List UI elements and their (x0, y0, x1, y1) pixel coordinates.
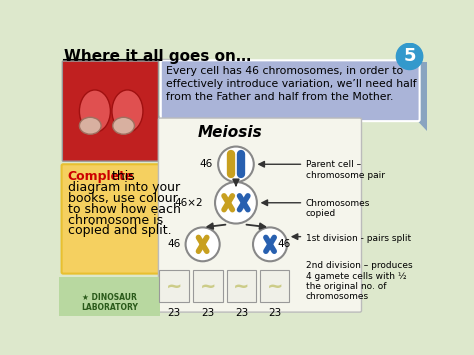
Text: Every cell has 46 chromosomes, in order to
effectively introduce variation, we’l: Every cell has 46 chromosomes, in order … (166, 66, 417, 102)
Text: 1st division - pairs split: 1st division - pairs split (306, 234, 411, 242)
FancyBboxPatch shape (193, 270, 223, 302)
Text: 2nd division – produces
4 gamete cells with ½
the original no. of
chromosomes: 2nd division – produces 4 gamete cells w… (306, 261, 412, 301)
Ellipse shape (80, 117, 101, 134)
Text: ~: ~ (200, 277, 216, 295)
Bar (59, 278, 160, 316)
Text: Parent cell –
chromosome pair: Parent cell – chromosome pair (306, 160, 385, 180)
FancyBboxPatch shape (62, 164, 159, 274)
Text: 46: 46 (200, 159, 213, 169)
Text: Chromosomes
copied: Chromosomes copied (306, 199, 370, 218)
Text: 46×2: 46×2 (175, 198, 203, 208)
Text: 23: 23 (201, 308, 215, 318)
Text: ★ DINOSAUR
LABORATORY: ★ DINOSAUR LABORATORY (81, 293, 138, 312)
FancyBboxPatch shape (63, 61, 158, 161)
Circle shape (218, 147, 254, 182)
Polygon shape (158, 116, 168, 197)
Ellipse shape (80, 90, 110, 132)
Text: 46: 46 (168, 239, 181, 249)
Text: ~: ~ (266, 277, 283, 295)
FancyBboxPatch shape (161, 60, 419, 121)
FancyBboxPatch shape (158, 118, 362, 312)
FancyBboxPatch shape (260, 270, 290, 302)
Text: ~: ~ (166, 277, 182, 295)
Text: 23: 23 (235, 308, 248, 318)
Circle shape (186, 228, 219, 261)
Text: Meiosis: Meiosis (197, 125, 262, 140)
Text: this: this (108, 170, 135, 184)
Text: copied and split.: copied and split. (68, 224, 172, 237)
Text: to show how each: to show how each (68, 203, 181, 216)
Text: 46: 46 (278, 239, 291, 249)
Text: chromosome is: chromosome is (68, 214, 163, 226)
Polygon shape (362, 62, 427, 131)
Circle shape (396, 43, 423, 70)
Text: 5: 5 (403, 48, 416, 65)
Text: diagram into your: diagram into your (68, 181, 180, 194)
Text: 23: 23 (268, 308, 282, 318)
Circle shape (253, 228, 287, 261)
Ellipse shape (113, 117, 135, 134)
Text: books, use colour: books, use colour (68, 192, 178, 205)
Ellipse shape (112, 90, 143, 132)
Text: Complete: Complete (68, 170, 134, 184)
FancyBboxPatch shape (227, 270, 256, 302)
Text: 23: 23 (167, 308, 181, 318)
Text: ~: ~ (233, 277, 250, 295)
Text: Where it all goes on…: Where it all goes on… (64, 49, 251, 64)
FancyBboxPatch shape (159, 270, 189, 302)
Circle shape (215, 182, 257, 224)
